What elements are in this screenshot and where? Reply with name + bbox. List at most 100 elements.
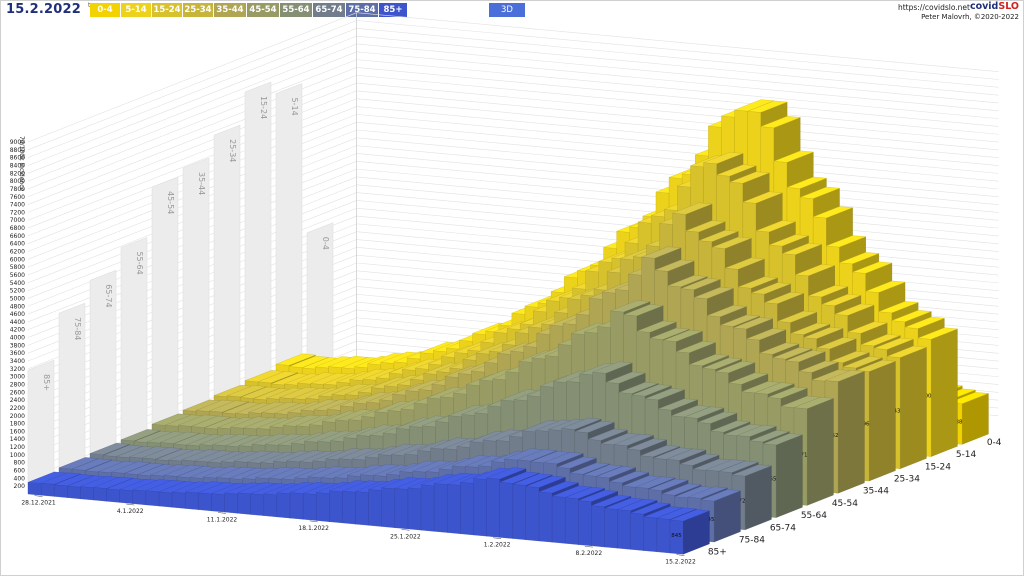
- x-tick-label: 8.2.2022: [575, 550, 602, 557]
- y-tick-label: 7400: [10, 202, 25, 209]
- bar-top: [120, 429, 161, 442]
- series-85+: 845 85+: [27, 467, 727, 558]
- bar-top: [556, 456, 597, 469]
- grid-line: [27, 35, 357, 166]
- bar-top: [684, 406, 724, 419]
- bar-side: [930, 328, 958, 457]
- bar-top: [754, 382, 795, 395]
- bar-top: [718, 460, 759, 473]
- shadow-group-label: 35-44: [197, 172, 206, 195]
- bar-side: [775, 434, 803, 518]
- bar: [145, 490, 160, 507]
- bar-top: [873, 337, 914, 350]
- y-tick-label: 8200: [10, 170, 25, 177]
- legend-item-5-14[interactable]: 5-14: [121, 3, 151, 17]
- legend-item-25-34[interactable]: 25-34: [183, 3, 213, 17]
- bar-top: [666, 448, 706, 461]
- group-label: 75-84: [739, 535, 765, 545]
- bar-top: [627, 438, 667, 451]
- bar-top: [587, 428, 628, 441]
- bar-top: [803, 327, 844, 339]
- y-tick-label: 8400: [10, 162, 25, 169]
- legend-item-45-54[interactable]: 45-54: [247, 3, 279, 17]
- bar-top: [640, 445, 680, 458]
- bar: [263, 493, 278, 518]
- view-3d-button[interactable]: 3D: [489, 3, 525, 17]
- bar-top: [798, 360, 839, 373]
- value-label: 845: [671, 533, 682, 539]
- bar: [316, 492, 330, 522]
- bar-top: [904, 316, 945, 329]
- x-tick-label: 18.1.2022: [298, 525, 329, 532]
- bar-top: [733, 317, 773, 330]
- legend-item-85+[interactable]: 85+: [379, 3, 407, 17]
- bar-top: [574, 420, 615, 433]
- y-tick-label: 7000: [10, 217, 25, 224]
- y-tick-label: 6400: [10, 241, 25, 248]
- bar-top: [72, 458, 112, 471]
- group-label: 45-54: [832, 499, 858, 509]
- legend: 0-4 5-14 15-24 25-34 35-44 45-54 55-64 65-74 75-…: [90, 3, 407, 17]
- y-tick-label: 6000: [10, 256, 25, 263]
- y-tick-label: 6200: [10, 249, 25, 256]
- bar-side: [837, 371, 865, 494]
- y-axis-label: 7d/100k incidence: [18, 136, 25, 192]
- grid-line: [356, 43, 999, 104]
- bar: [434, 483, 448, 533]
- legend-item-65-74[interactable]: 65-74: [313, 3, 345, 17]
- bar-top: [669, 509, 710, 522]
- bar: [276, 492, 291, 519]
- bar-top: [240, 386, 280, 399]
- bar: [198, 492, 212, 512]
- bar-top: [702, 357, 742, 370]
- bar: [67, 485, 81, 499]
- grid-line: [356, 129, 999, 190]
- y-tick-label: 3000: [10, 374, 25, 381]
- grid-line: [27, 28, 357, 158]
- bar-top: [631, 384, 672, 397]
- bar-top: [711, 236, 752, 249]
- bar-top: [258, 371, 298, 384]
- legend-item-35-44[interactable]: 35-44: [214, 3, 246, 17]
- shadow-column: [275, 83, 303, 397]
- bar-top: [543, 452, 584, 464]
- bar-top: [782, 243, 822, 255]
- bar: [486, 477, 500, 538]
- bar-top: [160, 431, 200, 444]
- legend-item-0-4[interactable]: 0-4: [90, 3, 120, 17]
- y-tick-label: 5600: [10, 272, 25, 279]
- legend-item-15-24[interactable]: 15-24: [152, 3, 182, 17]
- bar-top: [623, 304, 664, 317]
- shadow-group-label: 65-74: [104, 284, 113, 307]
- bar-top: [703, 152, 744, 164]
- shadow-group-label: 85+: [42, 374, 51, 391]
- x-tick: [584, 545, 593, 548]
- site-url[interactable]: https://covidslo.net: [897, 3, 970, 12]
- y-tick-label: 5400: [10, 280, 25, 287]
- bar: [381, 487, 396, 528]
- x-tick: [676, 554, 685, 556]
- grid-line: [356, 98, 999, 159]
- legend-item-55-64[interactable]: 55-64: [280, 3, 312, 17]
- bar-top: [728, 372, 768, 385]
- y-tick-label: 4400: [10, 319, 25, 326]
- bar-top: [41, 472, 81, 485]
- bar-top: [641, 246, 682, 259]
- bar-top: [865, 280, 906, 293]
- shadow-group-label: 45-54: [166, 191, 175, 214]
- grid-line: [27, 12, 357, 143]
- bar-top: [617, 499, 658, 511]
- y-tick-label: 8600: [10, 155, 25, 162]
- bar-top: [839, 252, 879, 265]
- group-label: 15-24: [925, 462, 951, 472]
- bar-side: [868, 361, 896, 482]
- y-tick-label: 4800: [10, 303, 25, 310]
- bar-top: [614, 433, 654, 446]
- shadow-columns: 85+ 75-84 65-74 55-64 45-54 35-44 25-34 15-24 5-…: [27, 81, 334, 495]
- bar-top: [747, 100, 788, 113]
- bar: [171, 491, 186, 509]
- x-tick-label: 4.1.2022: [117, 508, 144, 515]
- x-axis: 28.12.2021 4.1.2022 11.1.2022 18.1.2022 25.1…: [21, 495, 696, 566]
- bar-top: [829, 351, 870, 364]
